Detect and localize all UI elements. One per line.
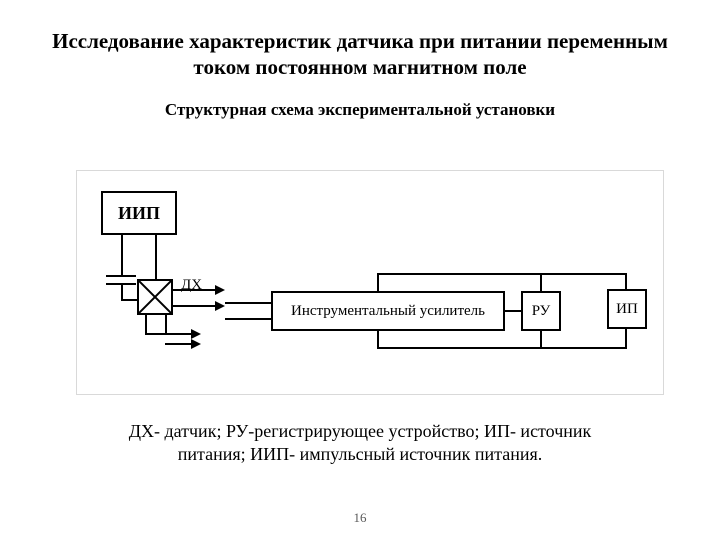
- wire-bus-bottom-amp: [377, 331, 379, 347]
- ip-block: ИП: [607, 289, 647, 329]
- wire-to-amp-bottom: [225, 318, 271, 320]
- wire-iip-down-left: [121, 235, 123, 261]
- wire-cross-out-top: [173, 289, 217, 291]
- arrow-bottom-right: [191, 339, 201, 349]
- wire-right-down: [155, 261, 157, 281]
- wire-cross-down-right: [165, 315, 167, 335]
- ru-block: РУ: [521, 291, 561, 331]
- wire-amp-to-ru: [505, 310, 521, 312]
- amplifier-label: Инструментальный усилитель: [291, 303, 485, 320]
- dx-sensor-symbol: [137, 279, 173, 315]
- wire-cross-down-left: [145, 315, 147, 335]
- diagram: ИИП ДХ: [77, 171, 663, 394]
- wire-bus-to-ru: [540, 273, 542, 291]
- page-subtitle: Структурная схема экспериментальной уста…: [0, 81, 720, 120]
- diagram-caption: ДХ- датчик; РУ-регистрирующее устройство…: [0, 408, 720, 467]
- arrow-cross-out-top: [215, 285, 225, 295]
- page-number: 16: [0, 510, 720, 526]
- ru-label: РУ: [532, 303, 551, 320]
- wire-bus-to-ip: [625, 273, 627, 289]
- wire-bus-to-amp: [377, 273, 379, 291]
- wire-top-bus: [377, 273, 627, 275]
- wire-cross-out-bottom: [173, 305, 217, 307]
- page-title: Исследование характеристик датчика при п…: [0, 0, 720, 81]
- arrow-cross-out-bottom: [215, 301, 225, 311]
- dx-label: ДХ: [181, 277, 202, 294]
- diagram-frame: ИИП ДХ: [76, 170, 664, 395]
- wire-to-amp-top: [225, 302, 271, 304]
- wire-iip-down-right: [155, 235, 157, 261]
- iip-label: ИИП: [118, 203, 160, 224]
- ip-label: ИП: [616, 301, 638, 318]
- amplifier-block: Инструментальный усилитель: [271, 291, 505, 331]
- wire-bottom-bus: [377, 347, 627, 349]
- wire-bottom-ext-right: [165, 343, 193, 345]
- wire-bus-bottom-ru: [540, 331, 542, 347]
- iip-block: ИИП: [101, 191, 177, 235]
- wire-cap-top: [121, 261, 123, 275]
- arrow-bottom-left: [191, 329, 201, 339]
- wire-bottom-ext-left: [145, 333, 193, 335]
- wire-bus-bottom-ip: [625, 329, 627, 347]
